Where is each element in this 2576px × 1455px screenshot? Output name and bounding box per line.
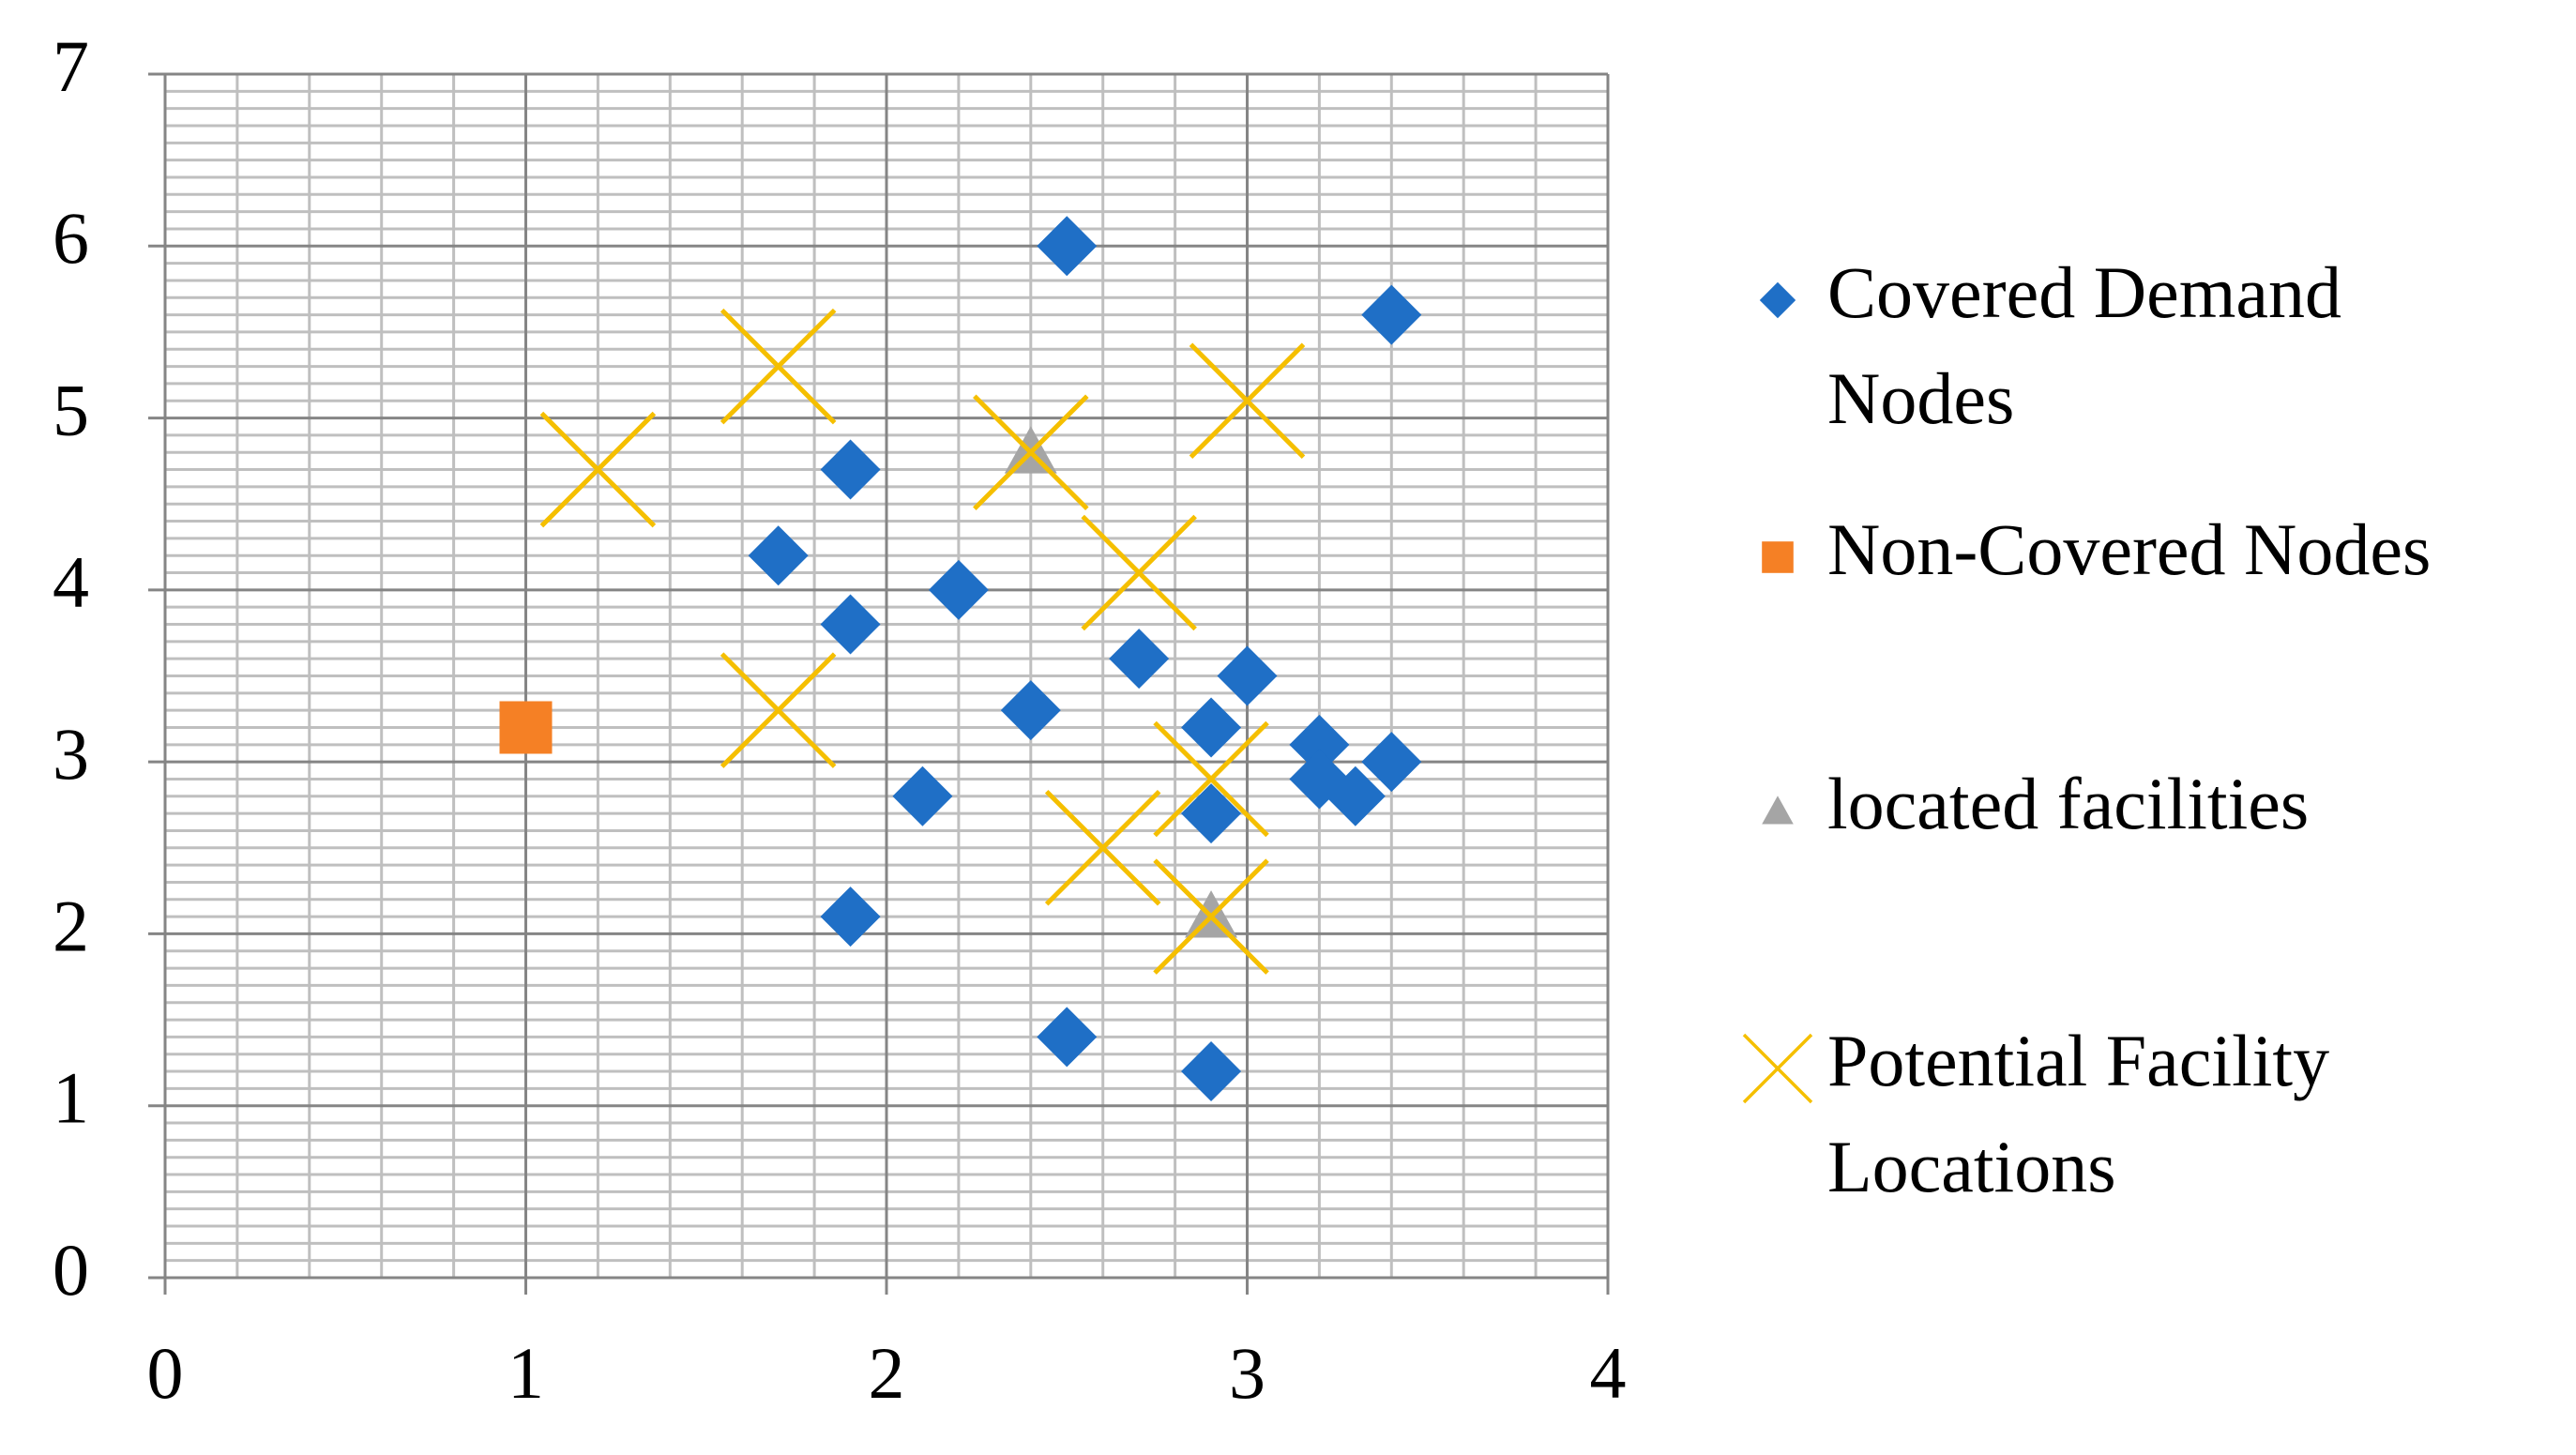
point [1037, 216, 1098, 277]
point [1037, 1007, 1098, 1068]
point [1181, 1041, 1242, 1102]
legend-marker [1762, 796, 1794, 825]
point [720, 652, 837, 768]
point [892, 765, 953, 826]
legend-line: Potential Facility [1827, 1020, 2329, 1101]
point [820, 594, 881, 655]
point [820, 439, 881, 500]
y-tick-label: 1 [53, 1057, 89, 1139]
legend-label: located facilities [1827, 763, 2309, 844]
point [748, 525, 809, 586]
point [1000, 680, 1061, 741]
legend-line: Covered Demand [1827, 251, 2341, 333]
legend-marker [1762, 541, 1794, 573]
legend-marker [1742, 1033, 1813, 1104]
y-tick-label: 4 [53, 541, 89, 623]
point [973, 394, 1089, 510]
point [1289, 714, 1350, 775]
point [820, 887, 881, 947]
y-tick-label: 3 [53, 713, 89, 795]
y-tick-label: 2 [53, 885, 89, 966]
x-tick-label: 1 [508, 1332, 544, 1414]
point [928, 559, 989, 620]
point [1361, 732, 1422, 793]
point [1109, 629, 1170, 690]
point [720, 308, 837, 425]
point [1153, 720, 1269, 838]
point [1325, 765, 1386, 826]
y-tick-label: 0 [53, 1229, 89, 1311]
legend-marker [1759, 281, 1796, 319]
legend-label: Covered Demand Nodes [1827, 251, 2341, 439]
point [1044, 790, 1161, 906]
x-tick-label: 4 [1590, 1332, 1627, 1414]
legend-label: Potential Facility Locations [1827, 1020, 2329, 1207]
y-tick-label: 7 [53, 25, 89, 107]
legend-line: Nodes [1827, 357, 2014, 439]
legend-label: Non-Covered Nodes [1827, 508, 2431, 590]
point [1217, 645, 1278, 706]
point [1181, 697, 1242, 758]
point [1361, 284, 1422, 345]
point [1081, 514, 1197, 631]
point [539, 411, 657, 528]
x-tick-label: 0 [147, 1332, 184, 1414]
x-tick-label: 3 [1229, 1332, 1265, 1414]
point [499, 701, 553, 754]
legend-line: Locations [1827, 1126, 2116, 1207]
y-tick-label: 6 [53, 197, 89, 279]
x-tick-label: 2 [869, 1332, 905, 1414]
point [1189, 342, 1306, 460]
point [1181, 783, 1242, 844]
y-tick-label: 5 [53, 369, 89, 450]
point [1153, 858, 1269, 975]
